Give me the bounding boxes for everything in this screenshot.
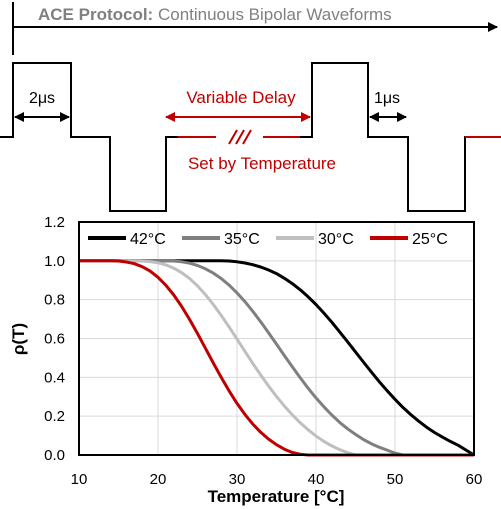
waveform-trace-2 — [300, 62, 470, 212]
delay-label: Variable Delay — [186, 88, 296, 107]
x-tick-label: 40 — [308, 471, 325, 488]
series-line-2 — [79, 259, 474, 457]
y-tick-label: 0.6 — [44, 331, 65, 348]
x-tick-label: 20 — [150, 471, 167, 488]
x-tick-labels: 10 20 30 40 50 60 — [71, 471, 483, 488]
series-line-3 — [79, 259, 474, 457]
legend: 42°C 35°C 30°C 25°C — [88, 231, 448, 248]
y-tick-label: 0.8 — [44, 292, 65, 309]
y-tick-label: 1.2 — [44, 214, 65, 231]
header-title-bold: ACE Protocol: — [38, 5, 153, 24]
gridlines — [78, 221, 475, 456]
header-title: ACE Protocol: Continuous Bipolar Wavefor… — [38, 5, 392, 24]
legend-label: 35°C — [224, 231, 260, 248]
x-tick-label: 60 — [466, 471, 483, 488]
x-tick-label: 30 — [229, 471, 246, 488]
y-tick-labels: 0.0 0.2 0.4 0.6 0.8 1.0 1.2 — [44, 214, 65, 464]
y-axis-label: ρ(T) — [9, 323, 28, 355]
plot-frame — [78, 221, 475, 456]
legend-label: 25°C — [412, 231, 448, 248]
y-tick-label: 0.2 — [44, 408, 65, 425]
chart: 0.0 0.2 0.4 0.6 0.8 1.0 1.2 10 20 30 40 50 60 42°C 3… — [9, 214, 482, 506]
series-line-1 — [79, 259, 475, 457]
legend-label: 42°C — [130, 231, 166, 248]
y-tick-label: 0.4 — [44, 369, 65, 386]
x-tick-label: 50 — [387, 471, 404, 488]
waveform: 2μs 1μs Variable Delay Set by Temperatur… — [0, 62, 501, 212]
pulse-width-label: 2μs — [29, 90, 55, 107]
interphase-label: 1μs — [374, 90, 400, 107]
break-marks — [228, 129, 252, 145]
series-line-4 — [79, 259, 474, 457]
y-tick-label: 1.0 — [44, 253, 65, 270]
x-axis-label: Temperature [°C] — [208, 487, 345, 506]
delay-note: Set by Temperature — [188, 154, 336, 173]
y-tick-label: 0.0 — [44, 447, 65, 464]
header-title-rest: Continuous Bipolar Waveforms — [153, 5, 391, 24]
series-lines — [79, 259, 475, 457]
timeline: ACE Protocol: Continuous Bipolar Wavefor… — [12, 2, 498, 55]
x-tick-label: 10 — [71, 471, 88, 488]
legend-label: 30°C — [318, 231, 354, 248]
waveform-trace-1 — [0, 62, 178, 212]
